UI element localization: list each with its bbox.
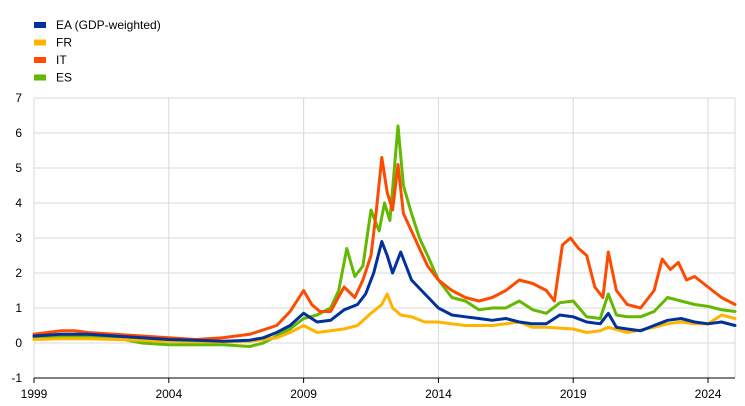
- x-tick-label: 1999: [21, 387, 48, 401]
- y-tick-label: 5: [15, 161, 22, 175]
- y-tick-label: 4: [15, 196, 22, 210]
- x-tick-label: 2009: [290, 387, 317, 401]
- y-tick-label: 6: [15, 126, 22, 140]
- y-axis: 7 6 5 4 3 2 1 0 -1: [11, 91, 22, 385]
- x-axis: 1999 2004 2009 2014 2019 2024: [21, 377, 735, 401]
- legend-swatch: [34, 22, 46, 28]
- legend-label: FR: [56, 36, 72, 50]
- y-tick-label: 0: [15, 336, 22, 350]
- y-tick-label: 3: [15, 231, 22, 245]
- x-tick-label: 2004: [155, 387, 182, 401]
- legend-swatch: [34, 39, 46, 46]
- x-tick-label: 2014: [425, 387, 452, 401]
- x-tick-label: 2019: [560, 387, 587, 401]
- x-tick-label: 2024: [695, 387, 722, 401]
- series-layer: [32, 124, 737, 348]
- y-tick-label: 7: [15, 91, 22, 105]
- series-line-ea-gdp-weighted: [32, 240, 737, 343]
- legend: EA (GDP-weighted) FR IT ES: [34, 18, 161, 85]
- series-line-it: [32, 156, 737, 341]
- series-line-es: [32, 124, 737, 348]
- y-tick-label: -1: [11, 371, 22, 385]
- legend-label: ES: [56, 71, 72, 85]
- legend-swatch: [34, 57, 46, 63]
- y-tick-label: 2: [15, 266, 22, 280]
- y-tick-label: 1: [15, 301, 22, 315]
- legend-swatch: [34, 74, 46, 81]
- legend-label: IT: [56, 53, 67, 67]
- gridlines: [33, 97, 736, 379]
- legend-label: EA (GDP-weighted): [56, 18, 161, 32]
